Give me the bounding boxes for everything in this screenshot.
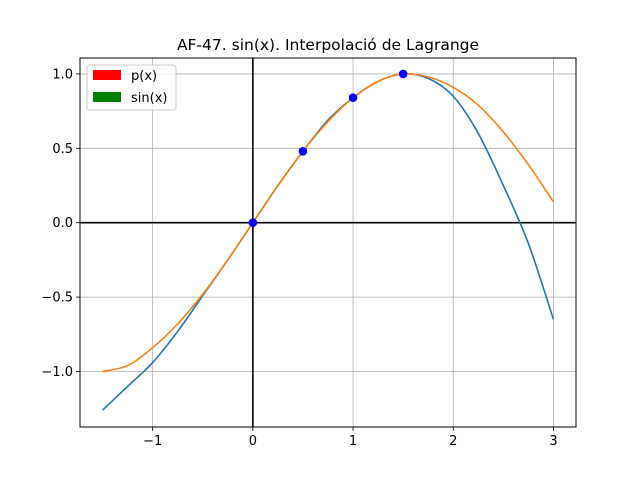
series-line-1 xyxy=(102,72,555,373)
zero-axis-lines xyxy=(80,58,576,427)
x-tick-label: 3 xyxy=(549,434,557,449)
plot-frame xyxy=(79,57,577,428)
series-line-0 xyxy=(101,73,555,411)
y-tick-label: −0.5 xyxy=(41,291,73,306)
y-tick-label: 1.0 xyxy=(52,67,73,82)
x-axis-ticks: −1 0 1 2 3 xyxy=(143,427,558,449)
curves xyxy=(101,72,555,411)
y-axis-ticks: −1.0 −0.5 0.0 0.5 1.0 xyxy=(41,67,80,380)
chart-title: AF-47. sin(x). Interpolació de Lagrange xyxy=(177,36,479,54)
data-points xyxy=(248,69,408,228)
interpolation-point xyxy=(298,146,308,156)
legend-swatch-px xyxy=(93,70,121,80)
x-tick-label: −1 xyxy=(143,434,162,449)
x-tick-label: 0 xyxy=(249,434,257,449)
y-tick-label: 0.0 xyxy=(52,216,73,231)
interpolation-point xyxy=(348,93,358,103)
x-tick-label: 1 xyxy=(349,434,357,449)
legend-label-px: p(x) xyxy=(131,69,157,84)
legend: p(x) sin(x) xyxy=(86,64,177,111)
legend-swatch-sinx xyxy=(93,92,121,102)
interpolation-point xyxy=(398,69,408,79)
legend-label-sinx: sin(x) xyxy=(131,91,167,106)
y-tick-label: −1.0 xyxy=(41,365,73,380)
y-tick-label: 0.5 xyxy=(52,142,73,157)
x-tick-label: 2 xyxy=(449,434,457,449)
interpolation-point xyxy=(248,218,258,228)
